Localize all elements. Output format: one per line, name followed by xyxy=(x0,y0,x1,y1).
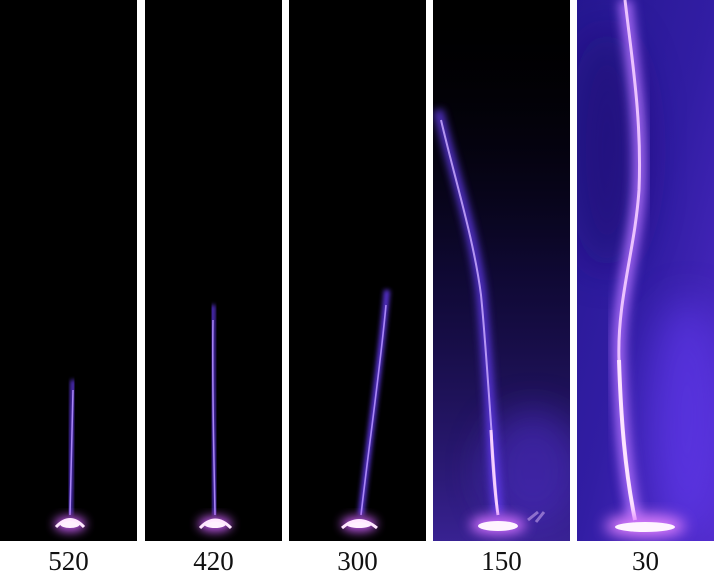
plasma-panel-3 xyxy=(289,0,426,541)
plasma-jet-image-2 xyxy=(198,304,233,532)
plasma-panel-5 xyxy=(577,0,714,541)
plasma-jet-image-1 xyxy=(54,379,86,532)
panel-label-4: 150 xyxy=(481,546,522,576)
panel-label-2: 420 xyxy=(193,546,234,576)
plasma-panel-1 xyxy=(0,0,137,541)
plasma-panel-4 xyxy=(433,0,570,541)
panel-label-1: 520 xyxy=(48,546,89,576)
plasma-panel-2 xyxy=(145,0,282,541)
plasma-jet-image-5 xyxy=(577,0,714,541)
plasma-jet-image-4 xyxy=(433,0,570,541)
panel-label-3: 300 xyxy=(337,546,378,576)
panel-label-5: 30 xyxy=(632,546,659,576)
plasma-jet-image-3 xyxy=(341,289,390,532)
